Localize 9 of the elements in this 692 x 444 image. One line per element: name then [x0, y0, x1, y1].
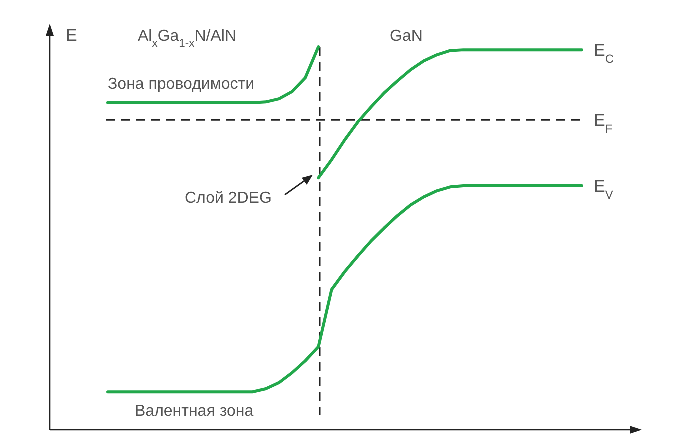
annotation: Зона проводимости [108, 76, 255, 93]
annotation: Валентная зона [135, 403, 254, 420]
annotation: Al$_{x}$Ga$_{1-x}$N/AlN [138, 28, 236, 50]
text: GaN [390, 28, 423, 45]
ref-line-label: E$_{F}$ [594, 111, 613, 136]
y-axis-title: E [66, 26, 78, 45]
series-label: E$_{V}$ [594, 177, 614, 202]
annotation: Слой 2DEG [185, 190, 272, 207]
series-label: E$_{C}$ [594, 41, 614, 66]
